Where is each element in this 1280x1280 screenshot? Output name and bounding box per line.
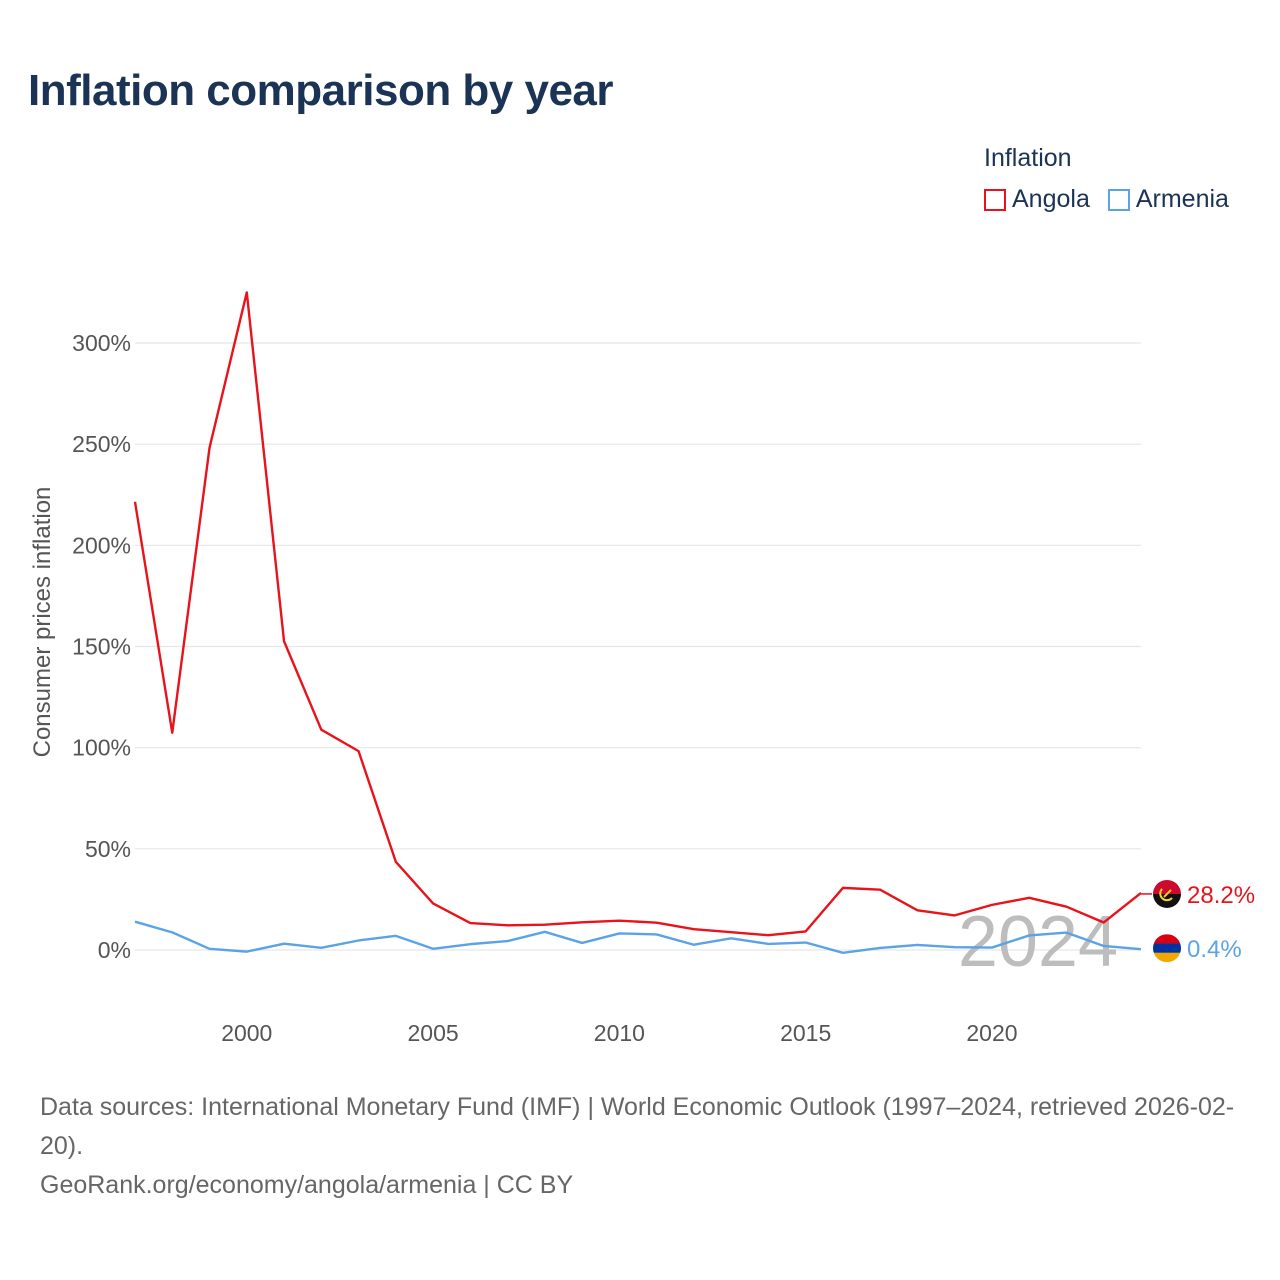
legend-label-angola: Angola bbox=[1012, 185, 1090, 213]
legend: Angola Armenia bbox=[984, 185, 1247, 214]
legend-item-angola[interactable]: Angola bbox=[984, 185, 1090, 214]
data-sources: Data sources: International Monetary Fun… bbox=[40, 1093, 1235, 1160]
y-tick-label: 0% bbox=[98, 937, 131, 963]
x-tick-label: 2020 bbox=[966, 1020, 1017, 1046]
x-tick-label: 2005 bbox=[407, 1020, 458, 1046]
series-line-angola[interactable] bbox=[133, 291, 1142, 937]
x-tick-label: 2015 bbox=[780, 1020, 831, 1046]
y-tick-label: 150% bbox=[72, 634, 131, 660]
angola-flag-icon bbox=[1153, 879, 1181, 908]
series-line-armenia[interactable] bbox=[134, 920, 1142, 955]
legend-label-armenia: Armenia bbox=[1135, 185, 1229, 213]
legend-swatch-armenia bbox=[1107, 188, 1130, 211]
end-value-label-angola: 28.2% bbox=[1187, 882, 1255, 909]
footer: Data sources: International Monetary Fun… bbox=[40, 1088, 1250, 1205]
series-end-labels: 28.2% 0.4% bbox=[1141, 879, 1255, 963]
y-tick-label: 100% bbox=[72, 735, 131, 761]
credit-link[interactable]: GeoRank.org/economy/angola/armenia | CC … bbox=[40, 1171, 574, 1199]
y-tick-label: 50% bbox=[85, 836, 131, 862]
legend-item-armenia[interactable]: Armenia bbox=[1107, 185, 1229, 214]
y-axis-title: Consumer prices inflation bbox=[29, 487, 56, 758]
end-value-label-armenia: 0.4% bbox=[1187, 936, 1242, 963]
y-tick-label: 200% bbox=[72, 532, 131, 558]
x-axis-ticks: 2000 2005 2010 2015 2020 bbox=[221, 1020, 1017, 1046]
y-axis-ticks: 0% 50% 100% 150% 200% 250% 300% bbox=[72, 330, 131, 963]
x-tick-label: 2010 bbox=[594, 1020, 645, 1046]
line-chart: 0%50%100%150%200%250%300% 2000 2005 2010 20… bbox=[29, 291, 1255, 1046]
y-tick-label: 300% bbox=[72, 330, 131, 356]
gridlines bbox=[135, 342, 1141, 951]
armenia-flag-icon bbox=[1153, 934, 1181, 963]
legend-swatch-angola bbox=[984, 188, 1006, 211]
y-tick-label: 250% bbox=[72, 431, 131, 457]
legend-title: Inflation bbox=[984, 144, 1072, 172]
series-lines bbox=[133, 291, 1142, 955]
chart-title: Inflation comparison by year bbox=[28, 66, 614, 115]
x-tick-label: 2000 bbox=[221, 1020, 272, 1046]
